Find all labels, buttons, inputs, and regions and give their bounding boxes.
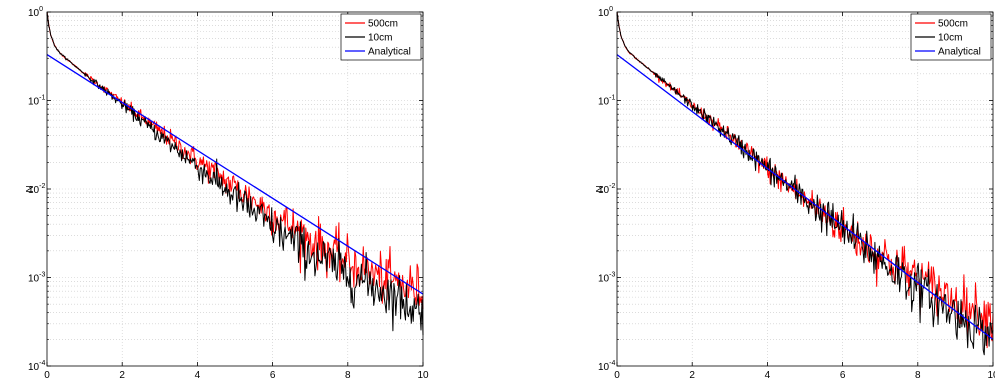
x-tick-label: 2 — [119, 370, 125, 381]
grid — [47, 12, 423, 366]
legend: 500cm 10cm Analytical — [340, 13, 422, 61]
y-tick-label: 100 — [28, 6, 43, 19]
legend-label-analytical: Analytical — [368, 47, 411, 58]
x-tick-label: 0 — [614, 370, 620, 381]
grid — [617, 12, 993, 366]
x-tick-label: 6 — [270, 370, 276, 381]
legend-label-500cm: 500cm — [938, 19, 968, 30]
series-line-analytical — [46, 54, 424, 295]
x-tick-label: 4 — [765, 370, 771, 381]
y-axis-label: N — [25, 185, 36, 192]
y-tick-label: 10-1 — [28, 95, 45, 108]
y-tick-label: 10-3 — [598, 272, 615, 285]
legend-label-500cm: 500cm — [368, 19, 398, 30]
x-tick-label: 2 — [689, 370, 695, 381]
y-tick-label: 10-4 — [28, 360, 45, 373]
x-tick-label: 10 — [417, 370, 429, 381]
legend-label-analytical: Analytical — [938, 47, 981, 58]
y-tick-label: 10-2 — [28, 183, 45, 196]
x-tick-label: 0 — [44, 370, 50, 381]
y-tick-label: 10-2 — [598, 183, 615, 196]
legend: 500cm 10cm Analytical — [910, 13, 992, 61]
chart-panel-2: 0 2 4 6 8 10 10-4 10-3 10-2 10-1 100 N 500cm 10cm Anal… — [595, 6, 995, 381]
y-tick-label: 10-4 — [598, 360, 615, 373]
chart-panel-1: 0 2 4 6 8 10 10-4 10-3 10-2 10-1 100 N 500cm 10cm Anal… — [25, 6, 429, 381]
x-tick-label: 10 — [987, 370, 995, 381]
series-line-500cm — [46, 11, 424, 310]
plot-area — [47, 12, 423, 366]
x-tick-label: 8 — [915, 370, 921, 381]
x-tick-label: 8 — [345, 370, 351, 381]
series-line-10cm — [616, 12, 994, 356]
y-tick-label: 10-3 — [28, 272, 45, 285]
x-tick-label: 4 — [195, 370, 201, 381]
legend-label-10cm: 10cm — [368, 33, 392, 44]
y-axis-label: N — [595, 185, 606, 192]
legend-label-10cm: 10cm — [938, 33, 962, 44]
y-tick-label: 10-1 — [598, 95, 615, 108]
series-line-10cm — [46, 12, 424, 336]
x-tick-label: 6 — [840, 370, 846, 381]
series-line-analytical — [616, 54, 994, 340]
y-tick-label: 100 — [598, 6, 613, 19]
